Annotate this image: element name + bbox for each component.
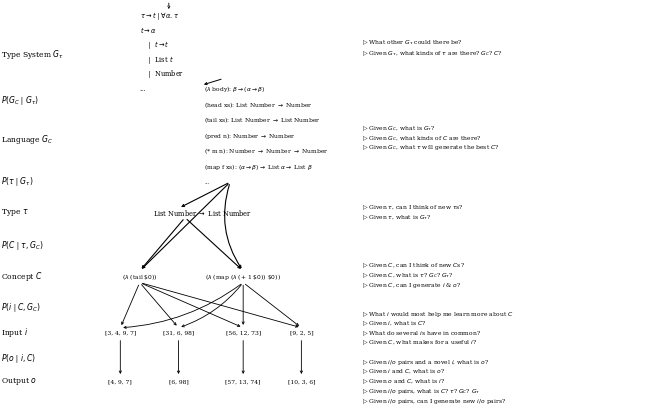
Text: $\triangleright$ What $i$ would most help me learn more about $C$: $\triangleright$ What $i$ would most hel…	[362, 310, 513, 319]
Text: [9, 2, 5]: [9, 2, 5]	[290, 330, 313, 335]
Text: ...: ...	[204, 179, 210, 185]
Text: Input $i$: Input $i$	[1, 326, 28, 339]
Text: Output $o$: Output $o$	[1, 377, 36, 387]
Text: $\triangleright$ Given $i/o$ pairs, what is $C$? $\tau$? $G_C$? $G_{\tau}$: $\triangleright$ Given $i/o$ pairs, what…	[362, 387, 480, 396]
Text: [10, 3, 6]: [10, 3, 6]	[288, 379, 315, 384]
Text: $\triangleright$ Given $G_C$, what $\tau$ will generate the best $C$?: $\triangleright$ Given $G_C$, what $\tau…	[362, 143, 499, 152]
Text: $P(i \mid C, G_C)$: $P(i \mid C, G_C)$	[1, 301, 41, 314]
Text: $\triangleright$ Given $\tau$, can I think of new $\tau$s?: $\triangleright$ Given $\tau$, can I thi…	[362, 204, 463, 212]
Text: [57, 13, 74]: [57, 13, 74]	[226, 379, 261, 384]
Text: (pred n): Number $\to$ Number: (pred n): Number $\to$ Number	[204, 130, 296, 141]
Text: $\triangleright$ Given $o$ and $C$, what is $i$?: $\triangleright$ Given $o$ and $C$, what…	[362, 378, 445, 386]
Text: (head xs): List Number $\to$ Number: (head xs): List Number $\to$ Number	[204, 100, 313, 109]
Text: Type $\tau$: Type $\tau$	[1, 207, 29, 219]
Text: $\quad\mid$ Number: $\quad\mid$ Number	[140, 69, 184, 80]
Text: $\triangleright$ Given $C$, can I generate $i$ & $o$?: $\triangleright$ Given $C$, can I genera…	[362, 281, 461, 290]
Text: $P(C \mid \tau, G_C)$: $P(C \mid \tau, G_C)$	[1, 240, 43, 252]
Text: $\triangleright$ Given $G_{\tau}$, what kinds of $\tau$ are there? $G_C$? $C$?: $\triangleright$ Given $G_{\tau}$, what …	[362, 49, 502, 58]
Text: Type System $G_{\tau}$: Type System $G_{\tau}$	[1, 48, 64, 61]
Text: $P(o \mid i, C)$: $P(o \mid i, C)$	[1, 352, 36, 365]
Text: $P(\tau \mid G_{\tau})$: $P(\tau \mid G_{\tau})$	[1, 176, 33, 188]
Text: $\quad\mid$ List $t$: $\quad\mid$ List $t$	[140, 54, 174, 66]
Text: $\triangleright$ Given $C$, what is $\tau$? $G_C$? $G_{\tau}$?: $\triangleright$ Given $C$, what is $\ta…	[362, 271, 453, 280]
Text: ($\lambda$ (tail $\$0$)): ($\lambda$ (tail $\$0$))	[122, 272, 157, 282]
Text: [56, 12, 73]: [56, 12, 73]	[226, 330, 260, 335]
Text: $\triangleright$ Given $G_C$, what kinds of $C$ are there?: $\triangleright$ Given $G_C$, what kinds…	[362, 134, 481, 143]
Text: ($\lambda$ (map ($\lambda$ (+ 1 $\$0$)) $\$0$)): ($\lambda$ (map ($\lambda$ (+ 1 $\$0$)) …	[205, 272, 281, 282]
Text: [31, 6, 98]: [31, 6, 98]	[163, 330, 194, 335]
Text: $\triangleright$ Given $\tau$, what is $G_{\tau}$?: $\triangleright$ Given $\tau$, what is $…	[362, 213, 431, 222]
Text: [4, 9, 7]: [4, 9, 7]	[108, 379, 132, 384]
Text: $\triangleright$ What do several $i$s have in common?: $\triangleright$ What do several $i$s ha…	[362, 329, 480, 338]
Text: $t \to \alpha$: $t \to \alpha$	[140, 25, 157, 36]
Text: $\triangleright$ Given $C$, what makes for a useful $i$?: $\triangleright$ Given $C$, what makes f…	[362, 339, 477, 347]
Text: $\tau \to t \mid \forall\alpha.\,\tau$: $\tau \to t \mid \forall\alpha.\,\tau$	[140, 10, 179, 22]
Text: [3, 4, 9, 7]: [3, 4, 9, 7]	[104, 330, 136, 335]
Text: List Number $\to$ List Number: List Number $\to$ List Number	[153, 208, 251, 218]
Text: $\quad\mid\; t \to t$: $\quad\mid\; t \to t$	[140, 39, 169, 51]
Text: $\triangleright$ Given $C$, can I think of new $C$s?: $\triangleright$ Given $C$, can I think …	[362, 262, 465, 270]
Text: $\triangleright$ Given $i/o$ pairs, can I generate new $i/o$ pairs?: $\triangleright$ Given $i/o$ pairs, can …	[362, 397, 506, 404]
Text: ...: ...	[140, 85, 146, 93]
Text: (* m n): Number $\to$ Number $\to$ Number: (* m n): Number $\to$ Number $\to$ Numbe…	[204, 146, 329, 156]
Text: $P(G_C \mid G_{\tau})$: $P(G_C \mid G_{\tau})$	[1, 95, 39, 107]
Text: $\triangleright$ What other $G_{\tau}$ could there be?: $\triangleright$ What other $G_{\tau}$ c…	[362, 38, 462, 47]
Text: ($\lambda$ body): $\beta \to (\alpha \to \beta)$: ($\lambda$ body): $\beta \to (\alpha \to…	[204, 84, 266, 94]
Text: Language $G_C$: Language $G_C$	[1, 133, 53, 146]
Text: (map f xs): $(\alpha \to \beta) \to$ List $\alpha \to$ List $\beta$: (map f xs): $(\alpha \to \beta) \to$ Lis…	[204, 162, 313, 172]
Text: [6, 98]: [6, 98]	[168, 379, 189, 384]
Text: $\triangleright$ Given $G_C$, what is $G_{\tau}$?: $\triangleright$ Given $G_C$, what is $G…	[362, 124, 435, 133]
Text: $\triangleright$ Given $i/o$ pairs and a novel $i$, what is $o$?: $\triangleright$ Given $i/o$ pairs and a…	[362, 358, 489, 367]
Text: (tail xs): List Number $\to$ List Number: (tail xs): List Number $\to$ List Number	[204, 115, 321, 125]
Text: $\triangleright$ Given $i$ and $C$, what is $o$?: $\triangleright$ Given $i$ and $C$, what…	[362, 368, 445, 377]
Text: $\triangleright$ Given $i$, what is $C$?: $\triangleright$ Given $i$, what is $C$?	[362, 320, 426, 328]
Text: Concept $C$: Concept $C$	[1, 270, 43, 283]
